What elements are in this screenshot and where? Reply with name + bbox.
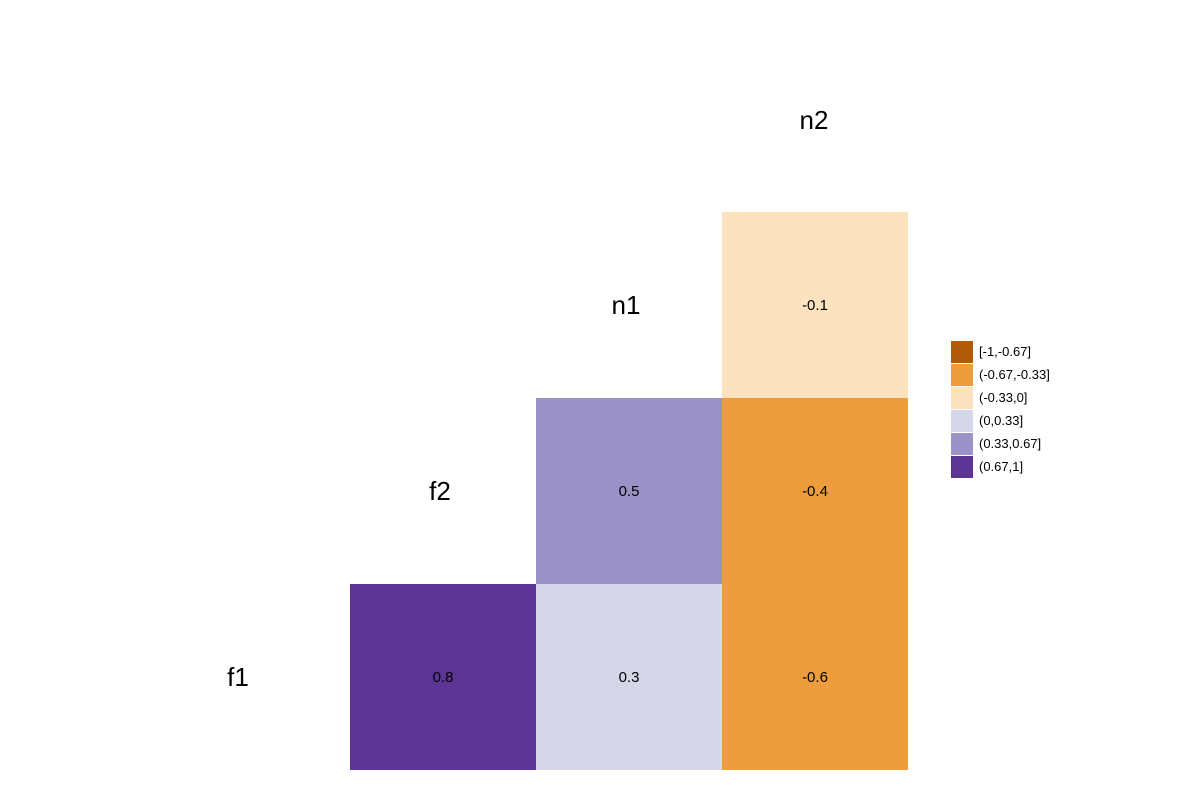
legend: [-1,-0.67] (-0.67,-0.33] (-0.33,0] (0,0.33]… [951, 340, 1050, 478]
legend-swatch [951, 364, 973, 386]
legend-swatch [951, 433, 973, 455]
heatmap-cell: 0.3 [536, 584, 722, 770]
heatmap-cell: -0.4 [722, 398, 908, 584]
heatmap-cell: 0.8 [350, 584, 536, 770]
heatmap-cell-value: -0.1 [802, 297, 828, 314]
row-label: f1 [178, 657, 298, 697]
legend-label: (0,0.33] [979, 413, 1023, 428]
legend-label: (0.67,1] [979, 459, 1023, 474]
legend-label: (-0.67,-0.33] [979, 367, 1050, 382]
legend-swatch [951, 341, 973, 363]
legend-label: (-0.33,0] [979, 390, 1027, 405]
heatmap-cell: 0.5 [536, 398, 722, 584]
legend-item: (0.67,1] [951, 455, 1050, 478]
legend-label: [-1,-0.67] [979, 344, 1031, 359]
legend-item: (0.33,0.67] [951, 432, 1050, 455]
legend-item: [-1,-0.67] [951, 340, 1050, 363]
row-label: n1 [566, 285, 686, 325]
legend-swatch [951, 410, 973, 432]
row-label: f2 [380, 471, 500, 511]
legend-item: (-0.33,0] [951, 386, 1050, 409]
legend-swatch [951, 456, 973, 478]
legend-label: (0.33,0.67] [979, 436, 1041, 451]
heatmap-cell: -0.1 [722, 212, 908, 398]
heatmap-cell-value: -0.4 [802, 483, 828, 500]
heatmap-cell-value: 0.5 [619, 483, 640, 500]
legend-item: (-0.67,-0.33] [951, 363, 1050, 386]
heatmap-cell-value: -0.6 [802, 669, 828, 686]
legend-swatch [951, 387, 973, 409]
legend-item: (0,0.33] [951, 409, 1050, 432]
column-label-n2: n2 [754, 100, 874, 140]
heatmap-cell: -0.6 [722, 584, 908, 770]
heatmap-cell-value: 0.3 [619, 669, 640, 686]
heatmap-cell-value: 0.8 [433, 669, 454, 686]
